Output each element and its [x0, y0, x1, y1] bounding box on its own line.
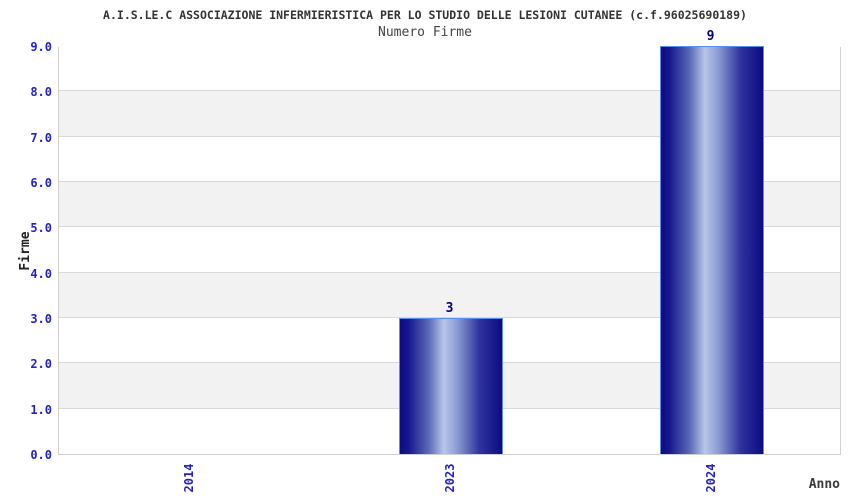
gridline	[59, 226, 840, 228]
gridline	[59, 90, 840, 92]
gridline	[59, 181, 840, 182]
y-tick-label: 3.0	[30, 312, 52, 326]
gridline	[59, 135, 840, 137]
x-tick-label-2014: 2014	[181, 463, 196, 493]
y-tick-label: 7.0	[30, 130, 52, 145]
plot-area	[58, 46, 841, 455]
gridline	[59, 317, 840, 318]
x-tick-label-2023: 2023	[442, 463, 457, 493]
y-tick-label: 8.0	[30, 85, 52, 100]
y-tick-label: 9.0	[30, 40, 52, 54]
x-axis-title: Anno	[808, 477, 840, 492]
gridline	[59, 271, 840, 273]
y-axis-title: Firme	[18, 231, 33, 271]
chart-title: A.I.S.LE.C ASSOCIAZIONE INFERMIERISTICA …	[103, 8, 747, 22]
x-tick-label-2024: 2024	[703, 463, 718, 493]
y-tick-label: 2.0	[30, 357, 52, 372]
bar-2023	[398, 318, 503, 454]
y-tick-label: 0.0	[30, 448, 52, 462]
bar-2024	[659, 46, 764, 454]
chart-subtitle: Numero Firme	[378, 25, 472, 40]
y-tick-label: 6.0	[30, 176, 52, 190]
y-tick-label: 1.0	[30, 402, 52, 417]
